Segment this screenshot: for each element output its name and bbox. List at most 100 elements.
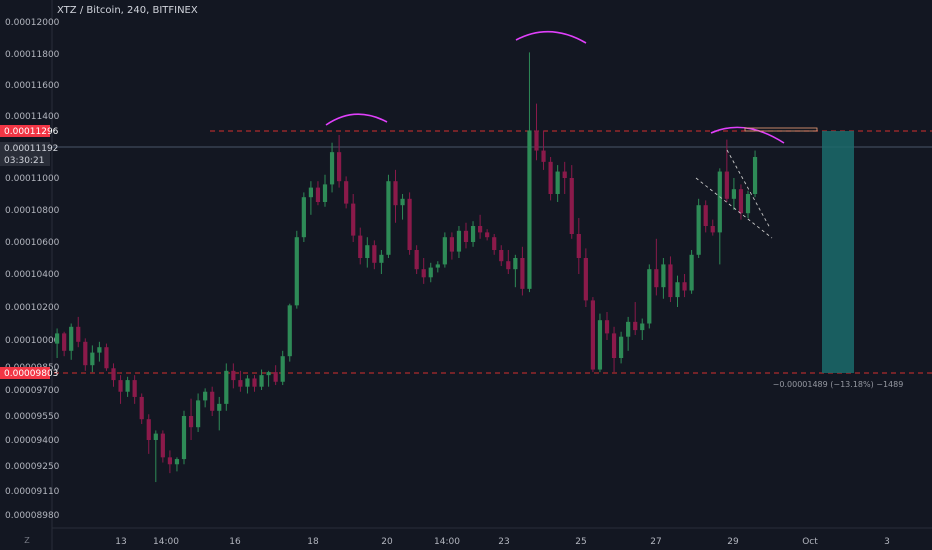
- candle-down: [210, 391, 215, 411]
- symbol-title[interactable]: XTZ / Bitcoin, 240, BITFINEX: [57, 5, 198, 16]
- candle-up: [217, 403, 222, 411]
- candle-up: [619, 336, 624, 358]
- candle-down: [611, 333, 617, 358]
- timezone-button[interactable]: Z: [24, 536, 30, 545]
- candle-down: [576, 234, 581, 258]
- candle-up: [442, 237, 447, 265]
- candle-down: [188, 416, 194, 428]
- wedge-lower-line[interactable]: [695, 177, 773, 239]
- candle-down: [534, 130, 539, 151]
- candle-down: [569, 178, 574, 234]
- candle-down: [478, 226, 483, 233]
- candle-up: [647, 269, 652, 324]
- candle-down: [604, 320, 610, 334]
- price-tick-label: 0.00011600: [5, 81, 60, 91]
- candle-up: [696, 205, 701, 255]
- candle-up: [245, 378, 250, 387]
- price-tick-label: 0.00010000: [5, 336, 60, 346]
- badge-countdown-text: 03:30:21: [4, 156, 44, 166]
- candle-down: [421, 269, 426, 278]
- candle-up: [555, 171, 560, 194]
- candle-up: [90, 352, 95, 366]
- time-tick-label: 25: [575, 537, 586, 547]
- candle-down: [492, 237, 497, 250]
- candle-up: [428, 267, 433, 278]
- candle-up: [731, 189, 736, 199]
- candle-down: [231, 370, 236, 381]
- badge-current-text: 0.00011192: [4, 144, 58, 154]
- candle-down: [351, 203, 356, 236]
- candle-up: [308, 187, 313, 198]
- candle-down: [344, 181, 349, 204]
- candle-up: [97, 347, 102, 353]
- candle-up: [294, 237, 299, 306]
- candle-down: [633, 321, 638, 331]
- badge-current-price: 0.00011192 03:30:21: [0, 142, 58, 166]
- candle-up: [329, 152, 335, 185]
- price-tick-label: 0.00011400: [5, 112, 60, 122]
- candle-up: [196, 400, 201, 428]
- candle-down: [463, 230, 469, 242]
- candle-down: [238, 380, 243, 387]
- time-tick-label: 27: [650, 537, 661, 547]
- candle-down: [583, 258, 588, 301]
- candle-down: [76, 326, 81, 342]
- magenta-arc-2[interactable]: [515, 30, 587, 44]
- price-tick-label: 0.00011800: [5, 50, 60, 60]
- candle-down: [710, 226, 715, 233]
- candle-up: [717, 171, 722, 233]
- price-tick-label: 0.00011000: [5, 174, 60, 184]
- candle-down: [118, 380, 123, 392]
- candle-up: [69, 326, 74, 351]
- candle-down: [337, 152, 342, 182]
- wedge-upper-line[interactable]: [726, 149, 771, 229]
- candle-down: [315, 187, 321, 202]
- price-tick-label: 0.00012000: [5, 18, 60, 28]
- candle-down: [167, 457, 172, 465]
- candle-up: [435, 264, 440, 268]
- time-tick-label: Oct: [802, 537, 818, 547]
- candle-down: [111, 368, 116, 381]
- magenta-arc-1[interactable]: [325, 113, 388, 126]
- candle-down: [104, 347, 109, 369]
- time-tick-label: 18: [307, 537, 319, 547]
- candle-up: [125, 380, 130, 392]
- candle-down: [703, 205, 708, 226]
- badge-bottom-price: 0.00009803: [0, 367, 58, 379]
- candle-down: [499, 250, 504, 262]
- candle-up: [689, 254, 694, 291]
- candle-down: [372, 245, 377, 263]
- time-tick-label: 14:00: [434, 537, 460, 547]
- target-measure-box[interactable]: [822, 131, 854, 373]
- price-tick-label: 0.00009700: [5, 386, 60, 396]
- price-tick-label: 0.00010800: [5, 206, 60, 216]
- candle-down: [738, 189, 744, 214]
- candle-down: [562, 171, 567, 178]
- candle-up: [181, 416, 187, 460]
- time-axis[interactable]: 13 14:00 16 18 20 14:00 23 25 27 29 Oct 3: [115, 537, 890, 547]
- candle-up: [287, 305, 292, 357]
- candle-down: [485, 232, 490, 238]
- candle-down: [668, 264, 673, 298]
- horizontal-ray[interactable]: [744, 127, 818, 132]
- candle-down: [160, 433, 165, 458]
- candle-down: [682, 282, 687, 291]
- candle-down: [520, 258, 525, 289]
- candle-up: [174, 459, 180, 465]
- candle-up: [203, 391, 208, 401]
- time-tick-label: 14:00: [153, 537, 179, 547]
- price-tick-label: 0.00009250: [5, 462, 60, 472]
- candle-down: [414, 250, 419, 270]
- measure-label: −0.00001489 (−13.18%) −1489: [773, 380, 904, 389]
- candle-down: [506, 261, 511, 270]
- candle-up: [513, 258, 518, 270]
- candle-up: [661, 264, 666, 288]
- candle-down: [132, 380, 137, 397]
- price-tick-label: 0.00010200: [5, 303, 60, 313]
- candle-up: [640, 323, 645, 331]
- candle-up: [400, 198, 405, 206]
- candle-down: [358, 235, 363, 258]
- time-tick-label: 16: [229, 537, 241, 547]
